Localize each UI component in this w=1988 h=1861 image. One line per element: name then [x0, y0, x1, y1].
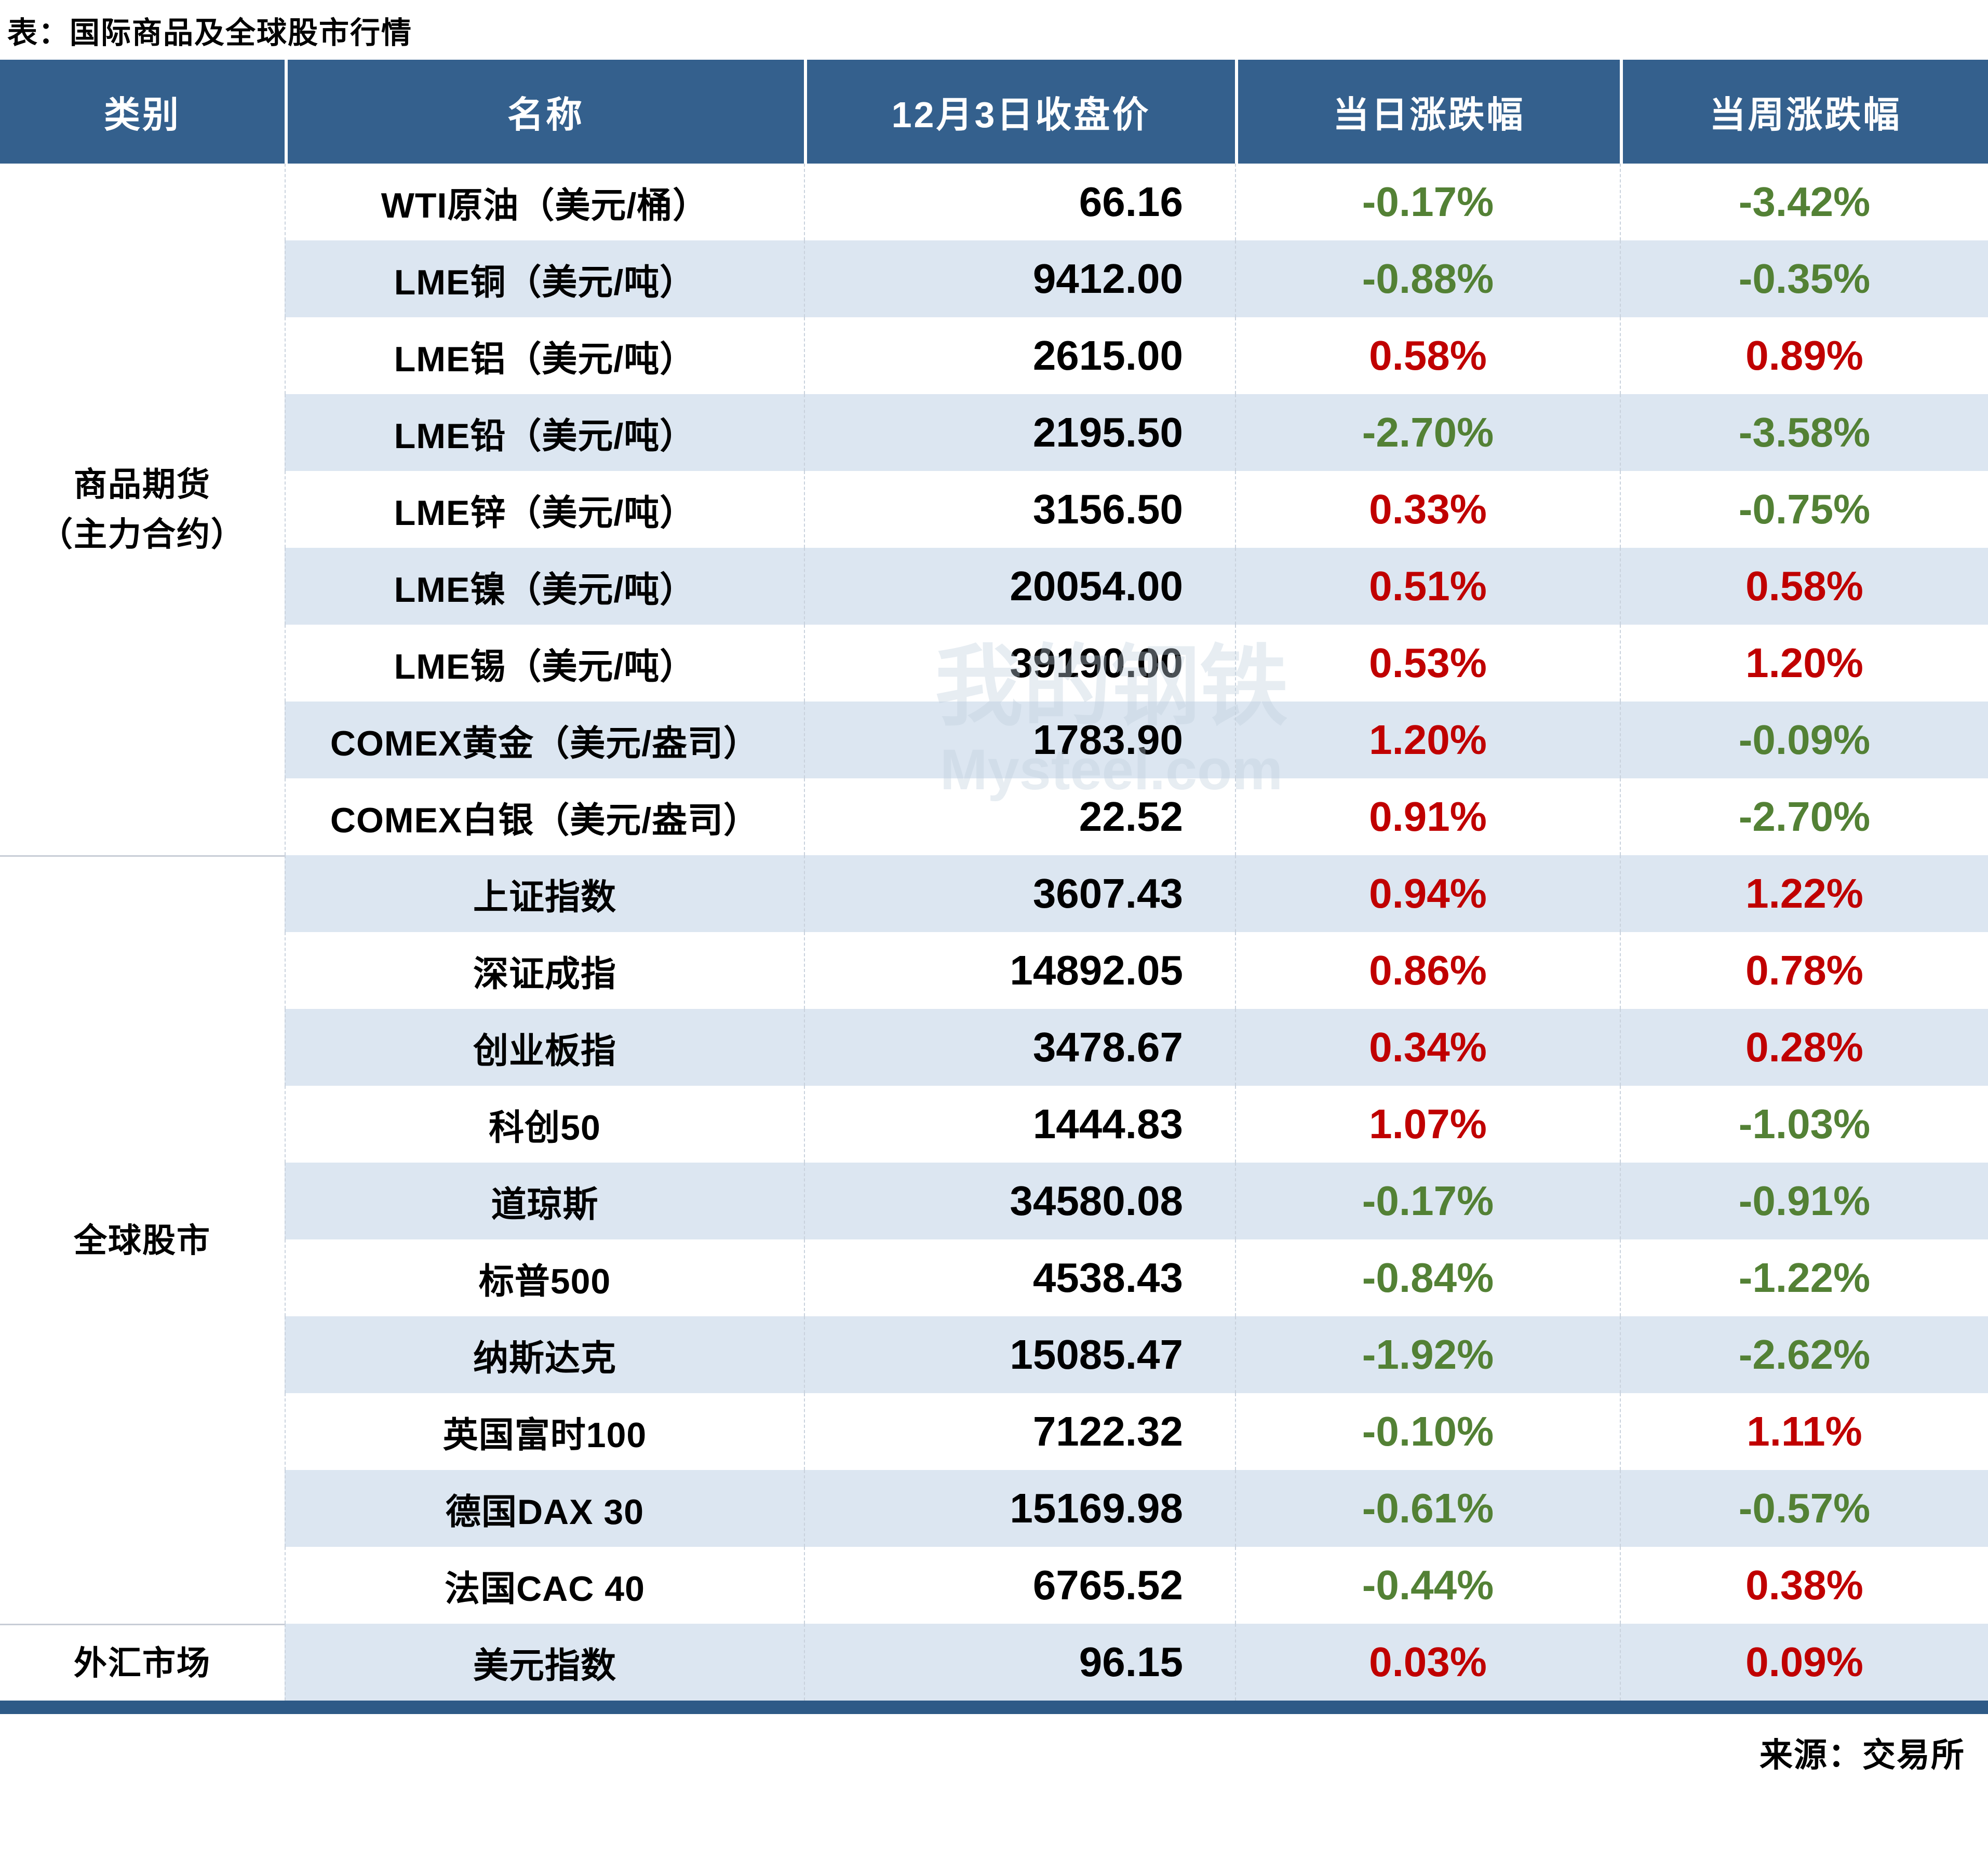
row-day-change-cell: 0.34%: [1235, 1009, 1620, 1086]
row-day-change-cell: -0.17%: [1235, 164, 1620, 240]
row-name-cell: 深证成指: [285, 932, 804, 1009]
market-table: 类别 名称 12月3日收盘价 当日涨跌幅 当周涨跌幅 商品期货 （主力合约） 全球…: [0, 60, 1988, 1701]
row-day-change-cell: -0.88%: [1235, 240, 1620, 317]
column-header-name: 名称: [285, 60, 804, 164]
row-name-cell: 标普500: [285, 1239, 804, 1316]
row-name-cell: LME锡（美元/吨）: [285, 625, 804, 702]
row-name-cell: LME铝（美元/吨）: [285, 317, 804, 394]
row-name-cell: 美元指数: [285, 1624, 804, 1701]
row-name-cell: WTI原油（美元/桶）: [285, 164, 804, 240]
row-day-change-cell: 0.86%: [1235, 932, 1620, 1009]
row-day-change-cell: 0.33%: [1235, 471, 1620, 548]
row-close-cell: 3478.67: [804, 1009, 1235, 1086]
row-close-cell: 3156.50: [804, 471, 1235, 548]
row-close-cell: 15169.98: [804, 1470, 1235, 1547]
row-close-cell: 2615.00: [804, 317, 1235, 394]
row-close-cell: 39190.00: [804, 625, 1235, 702]
row-close-cell: 3607.43: [804, 855, 1235, 932]
row-name-cell: 英国富时100: [285, 1393, 804, 1470]
row-week-change-cell: 0.09%: [1620, 1624, 1988, 1701]
row-name-cell: 纳斯达克: [285, 1316, 804, 1393]
row-day-change-cell: -0.61%: [1235, 1470, 1620, 1547]
row-day-change-cell: 0.03%: [1235, 1624, 1620, 1701]
row-close-cell: 14892.05: [804, 932, 1235, 1009]
column-header-day-change: 当日涨跌幅: [1235, 60, 1620, 164]
row-close-cell: 4538.43: [804, 1239, 1235, 1316]
row-day-change-cell: 1.20%: [1235, 702, 1620, 778]
row-week-change-cell: -0.35%: [1620, 240, 1988, 317]
page-title: 表：国际商品及全球股市行情: [7, 16, 413, 50]
source-note: 来源：交易所: [1759, 1736, 1965, 1774]
row-close-cell: 1783.90: [804, 702, 1235, 778]
row-name-cell: COMEX黄金（美元/盎司）: [285, 702, 804, 778]
row-day-change-cell: -0.10%: [1235, 1393, 1620, 1470]
row-name-cell: COMEX白银（美元/盎司）: [285, 778, 804, 855]
row-name-cell: 科创50: [285, 1086, 804, 1163]
bottom-border-bar: [0, 1701, 1988, 1714]
row-close-cell: 6765.52: [804, 1547, 1235, 1624]
row-day-change-cell: -2.70%: [1235, 394, 1620, 471]
column-header-category: 类别: [0, 60, 285, 164]
row-week-change-cell: -0.91%: [1620, 1163, 1988, 1239]
row-close-cell: 1444.83: [804, 1086, 1235, 1163]
row-name-cell: LME铜（美元/吨）: [285, 240, 804, 317]
row-day-change-cell: 0.58%: [1235, 317, 1620, 394]
column-header-close: 12月3日收盘价: [804, 60, 1235, 164]
row-week-change-cell: 1.20%: [1620, 625, 1988, 702]
row-week-change-cell: 1.11%: [1620, 1393, 1988, 1470]
row-close-cell: 2195.50: [804, 394, 1235, 471]
row-close-cell: 15085.47: [804, 1316, 1235, 1393]
row-day-change-cell: 1.07%: [1235, 1086, 1620, 1163]
row-close-cell: 96.15: [804, 1624, 1235, 1701]
row-week-change-cell: -3.42%: [1620, 164, 1988, 240]
row-day-change-cell: 0.51%: [1235, 548, 1620, 625]
row-week-change-cell: -2.70%: [1620, 778, 1988, 855]
row-week-change-cell: -0.75%: [1620, 471, 1988, 548]
row-day-change-cell: 0.53%: [1235, 625, 1620, 702]
row-day-change-cell: -0.44%: [1235, 1547, 1620, 1624]
row-day-change-cell: 0.94%: [1235, 855, 1620, 932]
row-name-cell: 德国DAX 30: [285, 1470, 804, 1547]
category-cell: 外汇市场: [0, 1624, 285, 1701]
row-week-change-cell: 0.38%: [1620, 1547, 1988, 1624]
row-week-change-cell: -0.57%: [1620, 1470, 1988, 1547]
row-week-change-cell: -0.09%: [1620, 702, 1988, 778]
row-name-cell: 道琼斯: [285, 1163, 804, 1239]
row-name-cell: 上证指数: [285, 855, 804, 932]
row-day-change-cell: -0.17%: [1235, 1163, 1620, 1239]
row-close-cell: 22.52: [804, 778, 1235, 855]
row-week-change-cell: 0.28%: [1620, 1009, 1988, 1086]
row-close-cell: 20054.00: [804, 548, 1235, 625]
row-name-cell: 法国CAC 40: [285, 1547, 804, 1624]
row-name-cell: LME铅（美元/吨）: [285, 394, 804, 471]
row-close-cell: 9412.00: [804, 240, 1235, 317]
row-week-change-cell: 0.58%: [1620, 548, 1988, 625]
row-name-cell: LME锌（美元/吨）: [285, 471, 804, 548]
row-close-cell: 66.16: [804, 164, 1235, 240]
row-week-change-cell: 1.22%: [1620, 855, 1988, 932]
category-cell: 商品期货 （主力合约）: [0, 164, 285, 855]
category-cell: 全球股市: [0, 855, 285, 1624]
row-week-change-cell: -3.58%: [1620, 394, 1988, 471]
row-week-change-cell: 0.78%: [1620, 932, 1988, 1009]
row-day-change-cell: 0.91%: [1235, 778, 1620, 855]
column-header-week-change: 当周涨跌幅: [1620, 60, 1988, 164]
row-day-change-cell: -0.84%: [1235, 1239, 1620, 1316]
row-close-cell: 7122.32: [804, 1393, 1235, 1470]
row-week-change-cell: -1.22%: [1620, 1239, 1988, 1316]
row-name-cell: LME镍（美元/吨）: [285, 548, 804, 625]
row-name-cell: 创业板指: [285, 1009, 804, 1086]
row-close-cell: 34580.08: [804, 1163, 1235, 1239]
row-week-change-cell: 0.89%: [1620, 317, 1988, 394]
row-week-change-cell: -1.03%: [1620, 1086, 1988, 1163]
row-day-change-cell: -1.92%: [1235, 1316, 1620, 1393]
row-week-change-cell: -2.62%: [1620, 1316, 1988, 1393]
